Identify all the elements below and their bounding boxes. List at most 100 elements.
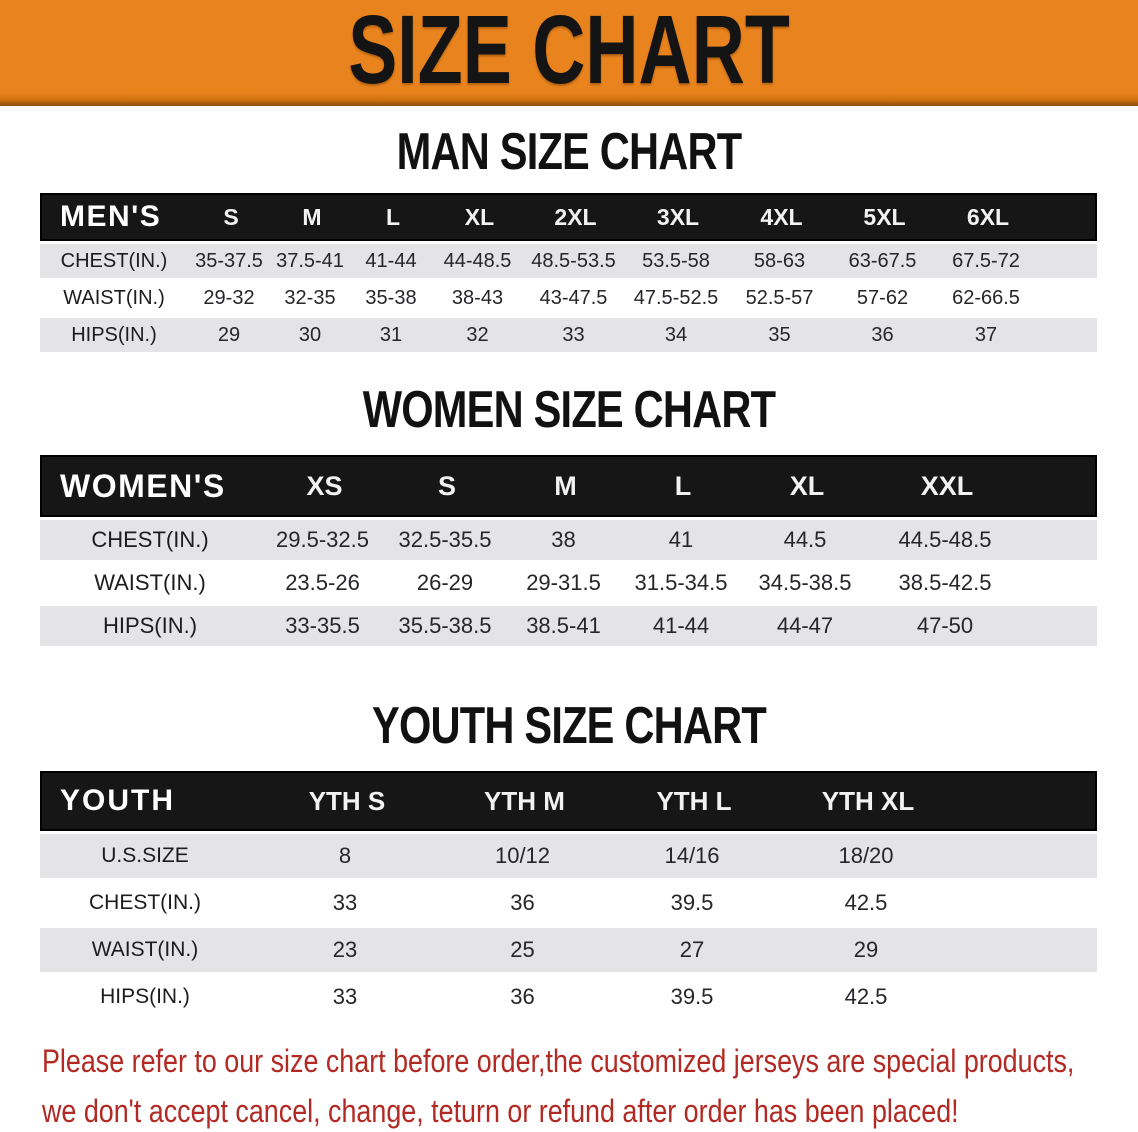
cell-value: 32.5-35.5 [398,527,492,552]
cell-value: 41-44 [652,613,710,638]
cell-value: 38.5-42.5 [898,570,992,595]
cell-value: 53.5-58 [642,249,710,272]
cell-value: 36 [510,984,535,1009]
cell-value: 35-37.5 [195,249,263,272]
cell-value: 35 [768,323,791,346]
cell-value: 23.5-26 [285,570,360,595]
cell-value: 35.5-38.5 [398,613,492,638]
cell-value: 44-47 [776,613,834,638]
youth-section-heading: YOUTH SIZE CHART [372,697,767,755]
cell-value: 47.5-52.5 [633,286,719,309]
row-label: WAIST(IN.) [63,286,165,309]
table-row: CHEST(IN.) 29.5-32.5 32.5-35.5 38 41 44.… [40,520,1097,560]
cell-value: 31 [379,323,403,346]
column-header: 5XL [863,203,906,230]
cell-value: 39.5 [670,984,714,1009]
womens-size-table: WOMEN'S XS S M L XL XXL CHEST(IN.) 29.5-… [40,455,1097,646]
youth-table-header: YOUTH YTH S YTH M YTH L YTH XL [40,771,1097,831]
mens-table-header: MEN'S S M L XL 2XL 3XL 4XL 5XL 6XL [40,193,1097,241]
cell-value: 10/12 [494,843,551,868]
cell-value: 52.5-57 [745,286,814,309]
row-label: WAIST(IN.) [91,938,199,961]
column-header: XXL [920,470,974,501]
column-header: M [302,203,322,230]
cell-value: 29 [853,937,879,962]
table-row: WAIST(IN.) 29-32 32-35 35-38 38-43 43-47… [40,281,1097,315]
cell-value: 32-35 [284,286,336,309]
column-header: 6XL [966,203,1010,230]
table-row: HIPS(IN.) 33-35.5 35.5-38.5 38.5-41 41-4… [40,606,1097,646]
column-header: L [674,470,692,501]
row-label: WAIST(IN.) [94,570,206,595]
table-row: WAIST(IN.) 23 25 27 29 [40,928,1097,972]
cell-value: 42.5 [844,984,888,1009]
youth-table-corner-label: YOUTH [60,784,175,817]
mens-size-table: MEN'S S M L XL 2XL 3XL 4XL 5XL 6XL CHEST… [40,193,1097,352]
cell-value: 67.5-72 [952,249,1020,272]
cell-value: 25 [510,937,535,962]
column-header: S [223,203,239,230]
cell-value: 43-47.5 [539,286,608,309]
table-row: CHEST(IN.) 33 36 39.5 42.5 [40,881,1097,925]
cell-value: 30 [298,323,322,346]
cell-value: 41 [668,527,694,552]
cell-value: 38-43 [451,286,504,309]
column-header: XL [789,470,825,501]
cell-value: 57-62 [856,286,909,309]
women-section-heading: WOMEN SIZE CHART [362,381,776,439]
cell-value: 62-66.5 [952,286,1020,309]
banner-title: SIZE CHART [348,0,790,105]
banner: SIZE CHART [0,0,1138,106]
cell-value: 39.5 [670,890,714,915]
row-label: U.S.SIZE [101,844,189,867]
column-header: 3XL [656,203,700,230]
cell-value: 26-29 [416,570,474,595]
cell-value: 32 [466,323,489,346]
cell-value: 29 [217,323,241,346]
cell-value: 33 [332,984,358,1009]
cell-value: 38.5-41 [526,613,601,638]
column-header: YTH M [484,785,565,816]
column-header: M [554,470,577,501]
cell-value: 41-44 [365,249,417,272]
mens-table-corner-label: MEN'S [60,200,162,233]
cell-value: 31.5-34.5 [634,570,728,595]
table-row: HIPS(IN.) 29 30 31 32 33 34 35 36 37 [40,318,1097,352]
cell-value: 33 [332,890,358,915]
notice-line-2: we don't accept cancel, change, teturn o… [42,1093,959,1129]
cell-value: 63-67.5 [848,249,917,272]
cell-value: 33 [562,323,585,346]
cell-value: 34.5-38.5 [758,570,852,595]
cell-value: 14/16 [664,843,720,868]
man-section-heading: MAN SIZE CHART [396,123,742,181]
table-row: CHEST(IN.) 35-37.5 37.5-41 41-44 44-48.5… [40,244,1097,278]
cell-value: 37 [974,323,998,346]
table-row: WAIST(IN.) 23.5-26 26-29 29-31.5 31.5-34… [40,563,1097,603]
table-row: HIPS(IN.) 33 36 39.5 42.5 [40,975,1097,1019]
cell-value: 48.5-53.5 [531,249,616,272]
column-header: 2XL [554,203,597,230]
cell-value: 8 [338,843,352,868]
column-header: YTH XL [821,785,915,816]
column-header: YTH S [308,785,386,816]
cell-value: 23 [332,937,358,962]
column-header: L [385,203,401,230]
cell-value: 37.5-41 [276,249,344,272]
cell-value: 36 [871,323,894,346]
womens-table-corner-label: WOMEN'S [60,467,226,504]
order-notice: Please refer to our size chart before or… [42,1036,1122,1132]
cell-value: 29-32 [203,286,255,309]
cell-value: 35-38 [365,286,417,309]
column-header: XL [464,203,495,230]
cell-value: 33-35.5 [285,613,360,638]
row-label: CHEST(IN.) [89,891,201,914]
cell-value: 29.5-32.5 [276,527,369,552]
row-label: HIPS(IN.) [100,985,190,1008]
cell-value: 44.5 [783,527,827,552]
cell-value: 58-63 [753,249,806,272]
row-label: CHEST(IN.) [91,527,209,552]
cell-value: 44.5-48.5 [898,527,992,552]
column-header: 4XL [760,203,803,230]
youth-size-table: YOUTH YTH S YTH M YTH L YTH XL U.S.SIZE … [40,771,1097,1019]
